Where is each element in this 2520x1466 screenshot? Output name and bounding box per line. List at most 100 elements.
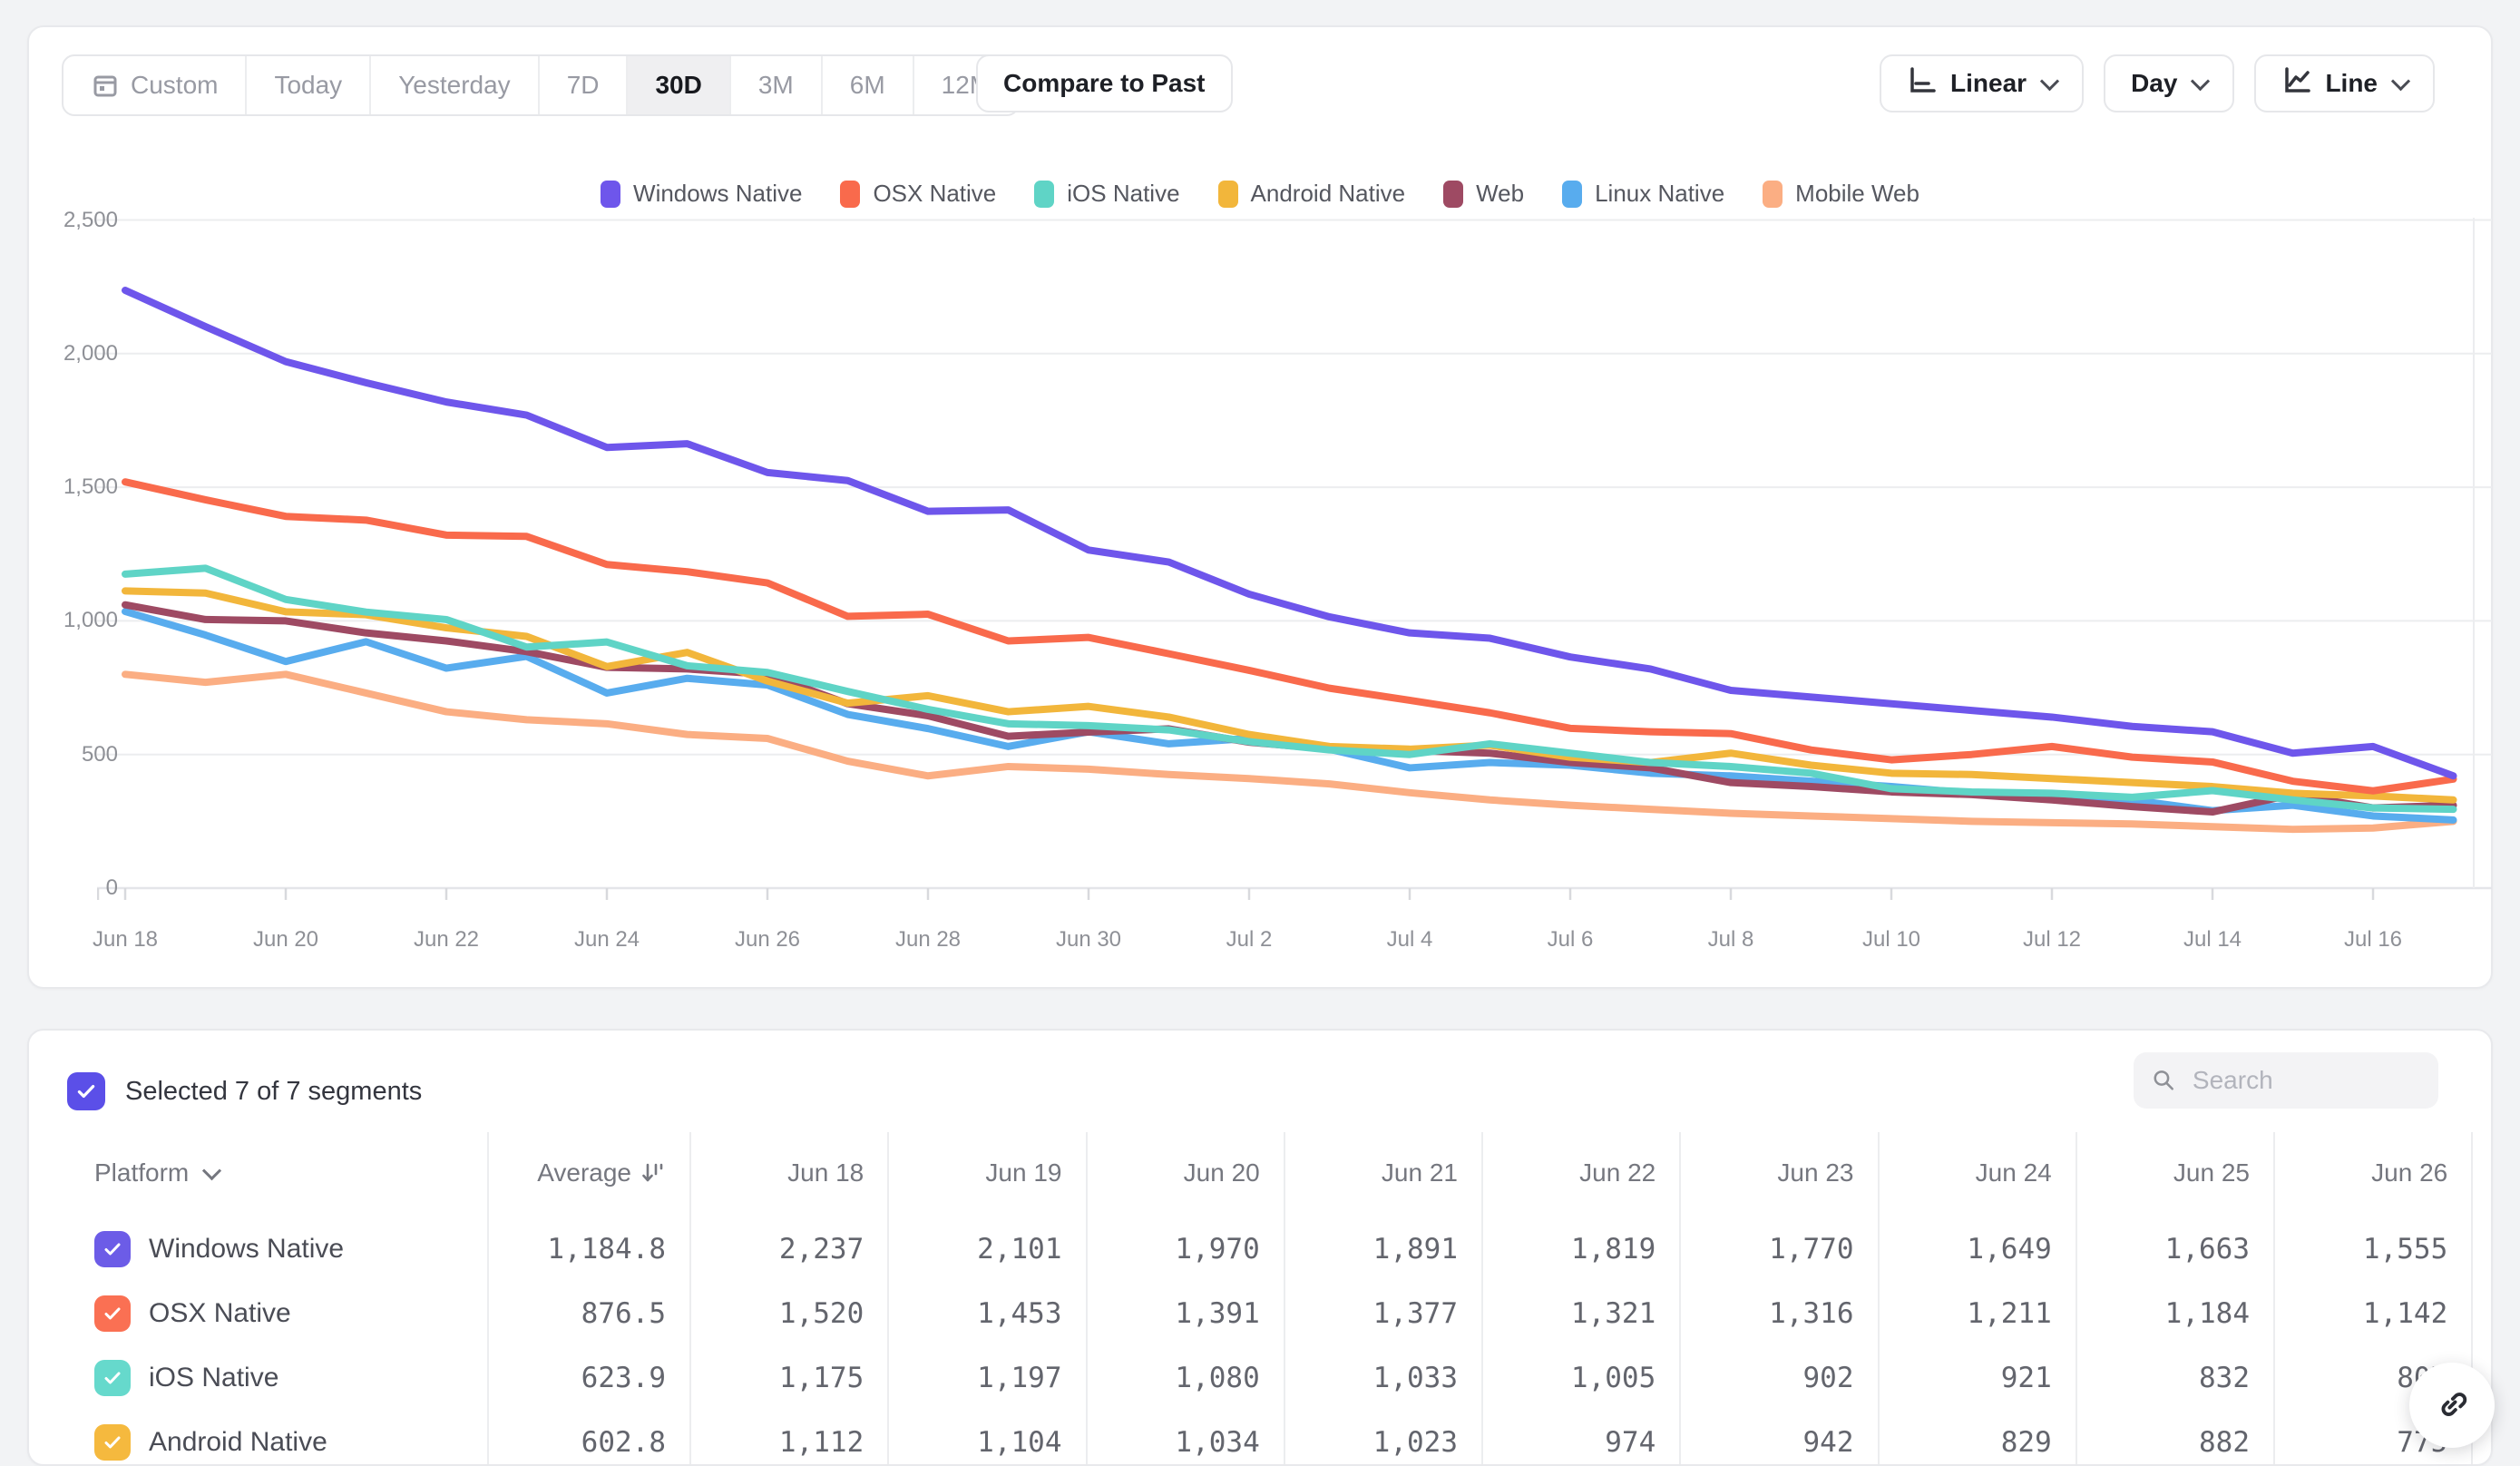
range-option-custom[interactable]: Custom [63, 56, 248, 114]
sort-descending-icon [642, 1163, 663, 1182]
select-all-checkbox[interactable] [67, 1072, 105, 1110]
legend-label: Linux Native [1595, 180, 1725, 207]
column-divider [2471, 1132, 2474, 1464]
date-column-header: Jun 19 [985, 1158, 1062, 1187]
scale-label: Linear [1950, 69, 2027, 97]
cell-value: 1,023 [1372, 1425, 1458, 1459]
date-column-header: Jun 18 [787, 1158, 864, 1187]
cell-value: 1,391 [1175, 1296, 1260, 1330]
cell-value: 1,649 [1967, 1232, 2052, 1266]
platform-column-header[interactable]: Platform [56, 1158, 487, 1187]
x-axis-label: Jun 22 [413, 927, 480, 952]
table-row-osx-native[interactable]: OSX Native 876.5 1,520 1,453 1,391 1,377 1,321… [56, 1281, 2471, 1345]
x-axis-label: Jul 14 [2183, 927, 2242, 952]
cell-value: 829 [2000, 1425, 2052, 1459]
search-icon [2154, 1070, 2173, 1090]
chevron-down-icon [2390, 71, 2411, 91]
y-axis-label: 2,000 [63, 340, 118, 366]
legend-swatch [1562, 180, 1583, 208]
segment-label: iOS Native [149, 1362, 279, 1393]
x-axis-label: Jun 18 [92, 927, 159, 952]
y-axis-label: 500 [81, 741, 118, 767]
date-column-header: Jun 22 [1579, 1158, 1656, 1187]
date-column-header: Jun 26 [2371, 1158, 2448, 1187]
x-axis-label: Jun 24 [573, 927, 640, 952]
table-row-android-native[interactable]: Android Native 602.8 1,112 1,104 1,034 1,023 9… [56, 1410, 2471, 1464]
checkmark-icon [104, 1307, 121, 1319]
column-divider [1085, 1132, 1088, 1464]
segment-checkbox[interactable] [94, 1295, 131, 1332]
cell-value: 1,112 [778, 1425, 864, 1459]
table-row-windows-native[interactable]: Windows Native 1,184.8 2,237 2,101 1,970 1,89… [56, 1217, 2471, 1281]
search-input[interactable] [2190, 1065, 2420, 1096]
cell-value: 1,175 [778, 1361, 864, 1394]
legend-item-linux-native[interactable]: Linux Native [1562, 180, 1724, 208]
x-axis-label: Jul 8 [1707, 927, 1754, 952]
legend-item-osx-native[interactable]: OSX Native [840, 180, 996, 208]
legend-item-windows-native[interactable]: Windows Native [601, 180, 802, 208]
cell-value: 1,663 [2164, 1232, 2250, 1266]
average-value: 876.5 [581, 1296, 666, 1330]
line-chart[interactable] [97, 210, 2492, 900]
segment-label: OSX Native [149, 1297, 291, 1328]
cell-value: 882 [2199, 1425, 2250, 1459]
y-axis-label: 0 [105, 875, 118, 900]
date-range-selector: Custom Today Yesterday 7D 30D 3M 6M 12M [62, 54, 1021, 116]
legend-item-web[interactable]: Web [1443, 180, 1524, 208]
average-column-header[interactable]: Average [487, 1158, 689, 1187]
segments-table-card: Selected 7 of 7 segments Platform Average… [27, 1029, 2493, 1466]
link-icon [2441, 1393, 2467, 1416]
table-row-ios-native[interactable]: iOS Native 623.9 1,175 1,197 1,080 1,033 1,005… [56, 1345, 2471, 1410]
chart-toolbar: Custom Today Yesterday 7D 30D 3M 6M 12M Compare… [62, 54, 2458, 116]
average-header-label: Average [537, 1158, 631, 1187]
chart-type-dropdown[interactable]: Line [2254, 54, 2435, 112]
column-divider [2273, 1132, 2275, 1464]
checkmark-icon [77, 1084, 95, 1099]
selected-segments-row: Selected 7 of 7 segments [67, 1072, 422, 1110]
range-option-7d[interactable]: 7D [540, 56, 629, 114]
legend-swatch [1763, 180, 1783, 208]
y-axis-label: 1,000 [63, 608, 118, 633]
column-divider [689, 1132, 691, 1464]
range-option-6m[interactable]: 6M [823, 56, 914, 114]
column-divider [887, 1132, 890, 1464]
interval-dropdown[interactable]: Day [2104, 54, 2235, 112]
legend-item-android-native[interactable]: Android Native [1217, 180, 1405, 208]
segment-checkbox[interactable] [94, 1423, 131, 1461]
scale-dropdown[interactable]: Linear [1880, 54, 2085, 112]
column-divider [487, 1132, 489, 1464]
compare-to-past-button[interactable]: Compare to Past [976, 54, 1233, 112]
checkmark-icon [104, 1243, 121, 1255]
range-option-today[interactable]: Today [247, 56, 372, 114]
legend-label: OSX Native [873, 180, 997, 207]
interval-label: Day [2131, 69, 2178, 97]
range-option-yesterday[interactable]: Yesterday [371, 56, 540, 114]
legend-item-mobile-web[interactable]: Mobile Web [1763, 180, 1919, 208]
segment-checkbox[interactable] [94, 1230, 131, 1267]
cell-value: 2,101 [977, 1232, 1062, 1266]
x-axis-label: Jun 20 [252, 927, 319, 952]
copy-link-button[interactable] [2409, 1363, 2495, 1448]
cell-value: 1,197 [977, 1361, 1062, 1394]
date-column-header: Jun 25 [2173, 1158, 2250, 1187]
date-column-header: Jun 21 [1381, 1158, 1458, 1187]
y-axis-label: 1,500 [63, 474, 118, 500]
range-option-label: Custom [131, 71, 219, 99]
cell-value: 1,453 [977, 1296, 1062, 1330]
legend-swatch [1443, 180, 1464, 208]
chart-options: Linear Day Line [1880, 54, 2435, 112]
legend-swatch [1217, 180, 1238, 208]
range-option-3m[interactable]: 3M [731, 56, 823, 114]
cell-value: 921 [2000, 1361, 2052, 1394]
range-option-label: 3M [757, 71, 794, 99]
legend-item-ios-native[interactable]: iOS Native [1034, 180, 1180, 208]
segment-checkbox[interactable] [94, 1359, 131, 1396]
cell-value: 1,316 [1769, 1296, 1854, 1330]
x-axis-label: Jul 10 [1861, 927, 1921, 952]
selected-segments-label: Selected 7 of 7 segments [125, 1076, 423, 1106]
x-axis-label: Jul 4 [1386, 927, 1433, 952]
date-column-header: Jun 23 [1777, 1158, 1854, 1187]
x-axis-label: Jul 12 [2022, 927, 2082, 952]
segment-search [2134, 1052, 2438, 1109]
range-option-30d[interactable]: 30D [628, 56, 731, 114]
